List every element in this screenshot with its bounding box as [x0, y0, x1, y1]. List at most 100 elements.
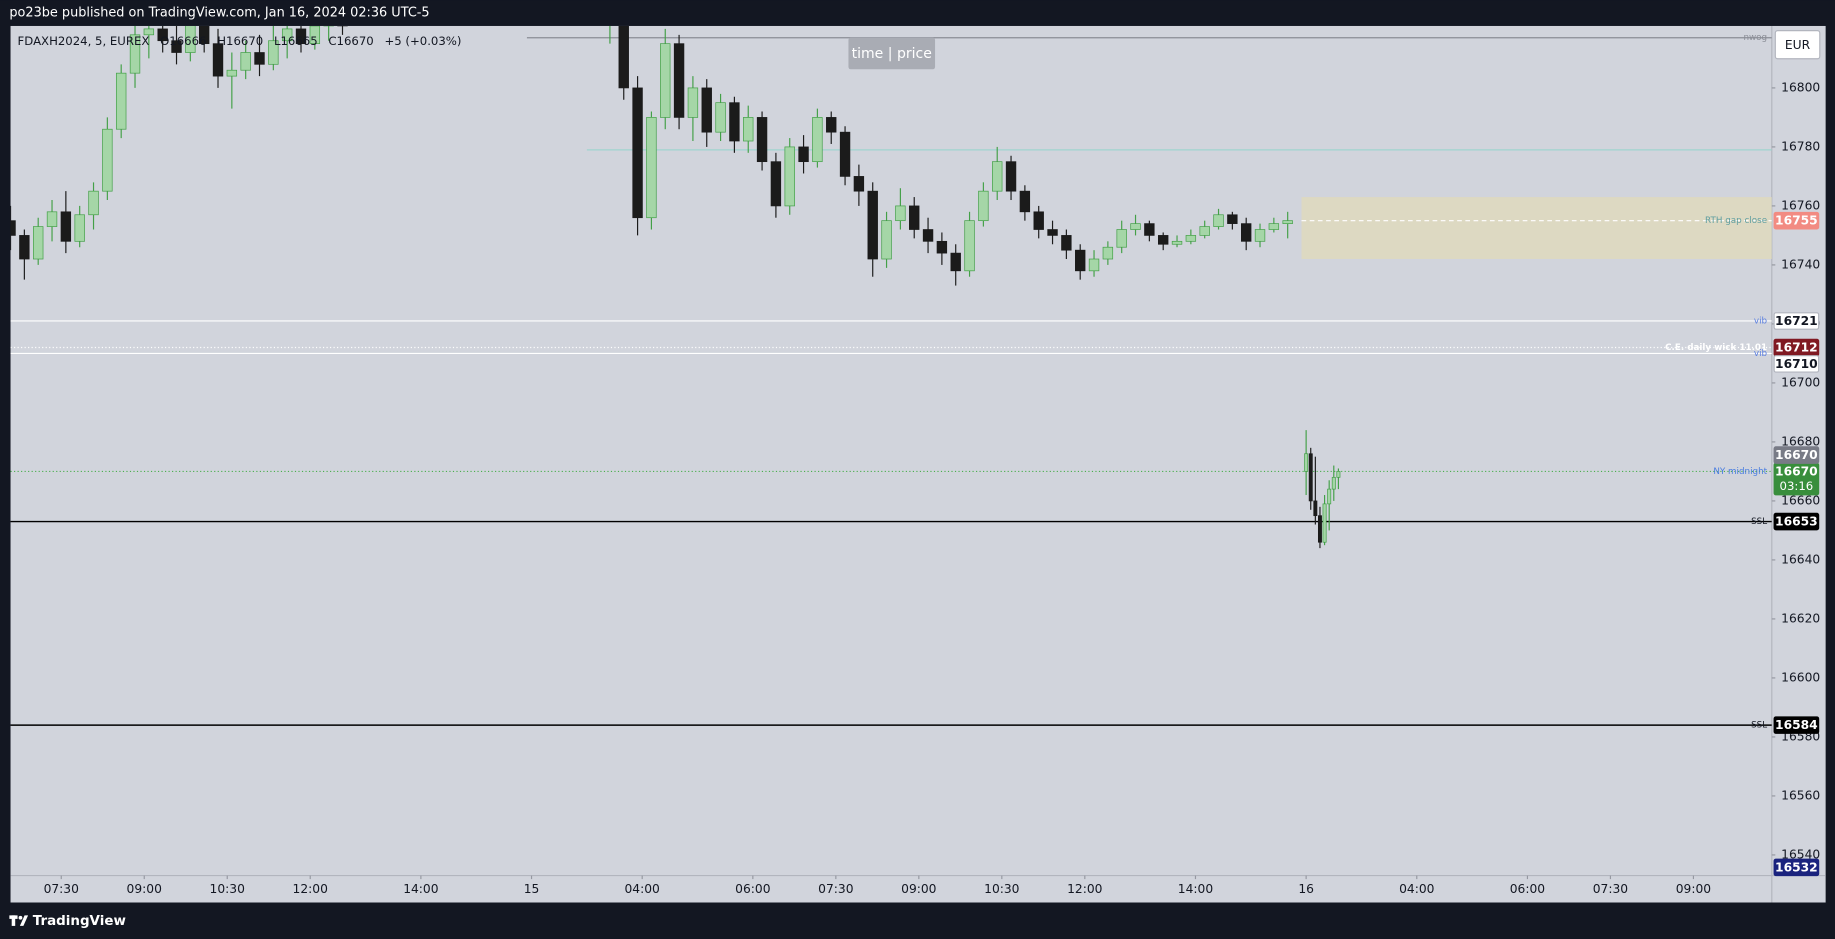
x-tick-label: 09:00 — [127, 882, 162, 896]
currency[interactable]: EUR — [1785, 38, 1811, 52]
candle-body — [1102, 246, 1114, 260]
x-tick-label: 07:30 — [44, 882, 79, 896]
candle-body — [1268, 223, 1280, 230]
candle-body — [798, 146, 809, 163]
candle-body — [701, 87, 712, 133]
x-tick-label: 04:00 — [625, 882, 660, 896]
candle-body — [1313, 500, 1318, 517]
y-tick-label: 16640 — [1781, 552, 1820, 566]
candle-body — [157, 28, 168, 42]
candle-body — [895, 205, 906, 222]
level-name: vib — [1754, 316, 1768, 326]
candle-body — [812, 117, 823, 163]
axes: 1654016560165801660016620166401666016680… — [44, 33, 1821, 896]
chart-panel — [10, 25, 1826, 903]
price-tag — [1773, 446, 1820, 464]
candle-body — [646, 117, 657, 219]
y-tick-label: 16560 — [1781, 788, 1820, 802]
candle-body — [1331, 476, 1336, 490]
candle-body — [1144, 223, 1155, 236]
candle-body — [1199, 226, 1210, 236]
candle-body — [1317, 515, 1322, 543]
x-tick-label: 09:00 — [901, 882, 936, 896]
candle-body — [226, 69, 238, 77]
candle-body — [254, 52, 265, 65]
candle-body — [281, 28, 293, 42]
legend-symbol: FDAXH2024, 5, EUREX — [18, 34, 150, 48]
candle-body — [618, 25, 629, 89]
candle-body — [102, 128, 113, 192]
price-tag — [1773, 858, 1820, 877]
candle-body — [1213, 214, 1224, 227]
y-tick-label: 16800 — [1781, 80, 1820, 94]
x-tick-label: 12:00 — [293, 882, 328, 896]
candle-body — [964, 220, 975, 272]
candle-body — [1171, 240, 1183, 245]
candle-body — [240, 52, 251, 71]
price-tag-label: 16584 — [1775, 718, 1818, 732]
y-tick-label: 16760 — [1781, 198, 1820, 212]
y-tick-label: 16780 — [1781, 139, 1820, 153]
x-tick-label: 07:30 — [818, 882, 853, 896]
level-name: SSL — [1751, 721, 1767, 731]
gap-zone — [1301, 197, 1772, 260]
candle-body — [1304, 453, 1309, 472]
candle-body — [171, 40, 182, 53]
candle-body — [978, 190, 989, 222]
candle-body — [1088, 258, 1100, 272]
candle-body — [212, 43, 224, 77]
candle-body — [922, 229, 934, 242]
candle-body — [1033, 211, 1044, 230]
x-tick-label: 06:00 — [1510, 882, 1545, 896]
level-name: SSL — [1751, 517, 1767, 527]
candle-body — [1130, 223, 1141, 230]
candle-body — [323, 25, 334, 27]
level-name: vib — [1754, 349, 1768, 359]
candle-body — [1327, 488, 1332, 505]
footer-brand: TradingView — [33, 914, 126, 929]
level-name: nwog — [1743, 33, 1767, 43]
watermark: time | price — [852, 46, 932, 62]
candle-body — [632, 87, 643, 219]
candle-body — [867, 190, 878, 260]
x-tick-label: 15 — [524, 882, 540, 896]
publish-info: po23be published on TradingView.com, Jan… — [9, 6, 429, 21]
candle-body — [660, 43, 671, 118]
candle-body — [88, 190, 99, 216]
price-tag-label: 16721 — [1775, 314, 1818, 328]
price-tag-label: 16670 — [1775, 465, 1818, 479]
legend-high: H16670 — [217, 34, 263, 48]
candle-body — [950, 252, 961, 272]
legend-open: O16666 — [160, 34, 206, 48]
candle-body — [743, 117, 754, 142]
candle-body — [46, 211, 58, 227]
y-tick-label: 16600 — [1781, 670, 1820, 684]
candle-body — [1282, 220, 1293, 224]
candle-body — [1019, 190, 1031, 213]
y-tick-label: 16740 — [1781, 257, 1820, 271]
candle-body — [826, 117, 837, 133]
legend-change: +5 (+0.03%) — [384, 34, 461, 48]
candle-body — [770, 161, 782, 207]
candle-body — [129, 34, 141, 74]
x-tick-label: 16 — [1298, 882, 1314, 896]
candle-body — [1227, 214, 1238, 224]
candle-body — [756, 117, 768, 163]
candle-body — [784, 146, 795, 207]
y-tick-label: 16660 — [1781, 493, 1820, 507]
price-tag-label: 16755 — [1775, 214, 1818, 228]
candle-body — [1322, 503, 1327, 543]
legend-close: C16670 — [328, 34, 373, 48]
price-tag — [1773, 312, 1820, 330]
candle-body — [337, 25, 348, 27]
x-tick-label: 09:00 — [1676, 882, 1711, 896]
footer-logo — [9, 915, 29, 926]
legend: FDAXH2024, 5, EUREX O16666 H16670 L16665… — [18, 34, 462, 48]
x-tick-label: 14:00 — [403, 882, 438, 896]
price-tag-label: 16532 — [1775, 860, 1818, 874]
candle-body — [309, 25, 321, 45]
candle-body — [74, 214, 85, 242]
candle-body — [33, 226, 44, 260]
currency-button[interactable] — [1774, 30, 1821, 60]
legend-low: L16665 — [274, 34, 318, 48]
